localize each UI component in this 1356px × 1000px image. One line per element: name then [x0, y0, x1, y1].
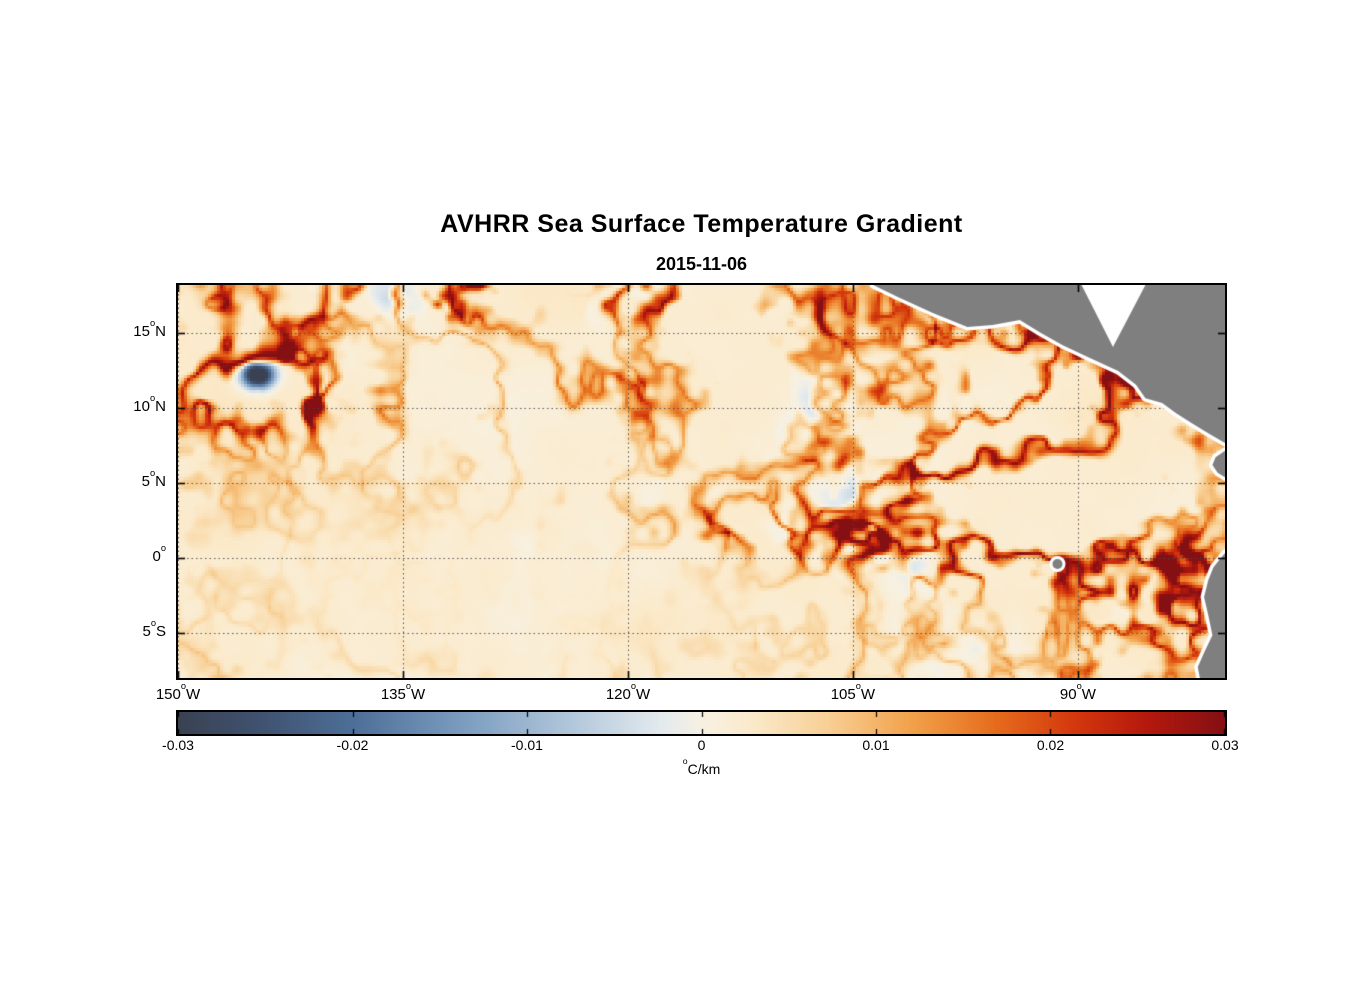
x-tick-label: 120oW — [605, 680, 651, 703]
colorbar-unit-label: oC/km — [682, 756, 721, 777]
colorbar-tick-label: 0 — [697, 737, 706, 753]
colorbar-tick-label: 0.03 — [1211, 737, 1239, 753]
colorbar-gradient — [178, 712, 1225, 734]
y-tick-label: 10oN — [133, 392, 166, 415]
map-plot-area — [176, 283, 1227, 680]
y-tick-label: 5oN — [141, 467, 166, 490]
colorbar-tick-label: 0.02 — [1036, 737, 1065, 753]
x-tick-label: 90oW — [1059, 680, 1096, 703]
chart-subtitle: 2015-11-06 — [655, 254, 748, 274]
y-tick-label: 0o — [152, 542, 166, 566]
colorbar — [176, 710, 1227, 736]
x-tick-label: 105oW — [830, 680, 876, 703]
colorbar-tick-label: 0.01 — [862, 737, 890, 753]
chart-title: AVHRR Sea Surface Temperature Gradient — [440, 210, 963, 238]
colorbar-tick-label: -0.02 — [336, 737, 369, 753]
x-tick-label: 150oW — [155, 680, 201, 703]
x-tick-label: 135oW — [380, 680, 426, 703]
colorbar-tick-label: -0.03 — [162, 737, 194, 753]
y-tick-label: 5oS — [142, 617, 166, 640]
colorbar-tick-label: -0.01 — [511, 737, 543, 753]
y-tick-label: 15oN — [133, 317, 166, 340]
sst-gradient-heatmap — [178, 285, 1225, 678]
